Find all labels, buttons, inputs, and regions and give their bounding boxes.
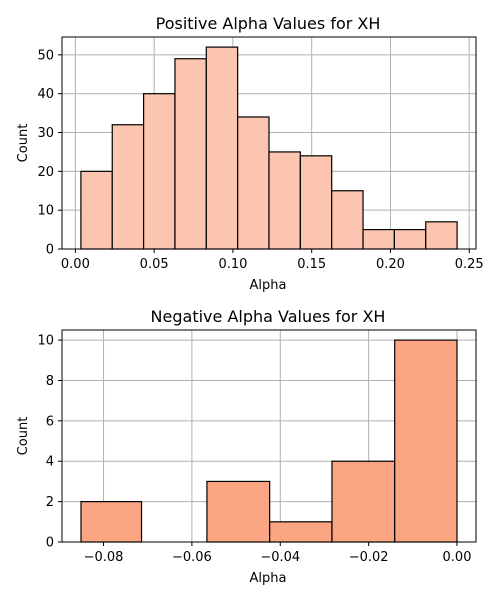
y-tick-label: 20 [37, 165, 54, 180]
chart-title: Positive Alpha Values for XH [156, 14, 381, 33]
histogram-bar [237, 116, 270, 250]
y-tick-label: 50 [37, 48, 54, 63]
bars [80, 339, 458, 543]
histogram-bar [80, 501, 143, 543]
x-tick-label: 0.00 [443, 550, 472, 565]
ticks: 0.00 0.05 0.10 0.15 0.20 0.25 0 10 20 30 40 50 [37, 48, 483, 272]
plot-frame [61, 329, 477, 543]
histogram-bar [111, 124, 145, 250]
x-tick-label: −0.02 [349, 550, 389, 565]
x-axis-label: Alpha [250, 571, 287, 586]
histogram-bar [269, 521, 333, 543]
histogram-bar [80, 170, 113, 250]
histogram-bar [206, 480, 271, 543]
chart-title: Negative Alpha Values for XH [151, 307, 386, 326]
y-tick-label: 8 [46, 374, 54, 389]
y-tick-label: 0 [46, 536, 54, 551]
plot-frame [61, 36, 477, 250]
y-tick-label: 4 [46, 455, 54, 470]
x-tick-label: 0.05 [140, 257, 169, 272]
x-tick-label: 0.10 [218, 257, 247, 272]
histogram-bar [143, 93, 176, 250]
x-tick-label: 0.25 [455, 257, 484, 272]
y-tick-label: 6 [46, 414, 54, 429]
histogram-bar [425, 221, 458, 250]
ticks: −0.08 −0.06 −0.04 −0.02 0.00 0 2 4 6 8 10 [37, 334, 471, 565]
y-tick-label: 40 [37, 87, 54, 102]
histogram-bar [362, 228, 395, 250]
y-tick-label: 10 [37, 334, 54, 349]
histogram-bar [394, 339, 458, 543]
histogram-bar [393, 228, 427, 250]
negative-alpha-histogram: Negative Alpha Values for XH −0.08 −0.06−… [16, 307, 477, 586]
histogram-bar [331, 460, 396, 543]
y-tick-label: 0 [46, 243, 54, 258]
histogram-bar [205, 46, 239, 250]
histogram-bar [299, 155, 333, 250]
x-tick-label: −0.06 [172, 550, 212, 565]
x-tick-label: 0.00 [61, 257, 90, 272]
y-axis-label: Count [16, 417, 31, 456]
y-tick-label: 30 [37, 126, 54, 141]
histogram-bar [331, 190, 364, 250]
bars [80, 46, 458, 250]
x-axis-label: Alpha [250, 278, 287, 293]
positive-alpha-histogram: Positive Alpha Values for XH 0.00 0.05 0.1… [16, 14, 484, 293]
y-axis-label: Count [16, 124, 31, 163]
histogram-bar [268, 151, 301, 250]
x-tick-label: 0.15 [297, 257, 326, 272]
histogram-bar [174, 58, 207, 250]
x-tick-label: 0.20 [376, 257, 405, 272]
x-tick-label: −0.04 [260, 550, 300, 565]
y-tick-label: 10 [37, 204, 54, 219]
x-tick-label: −0.08 [84, 550, 124, 565]
y-tick-label: 2 [46, 495, 54, 510]
